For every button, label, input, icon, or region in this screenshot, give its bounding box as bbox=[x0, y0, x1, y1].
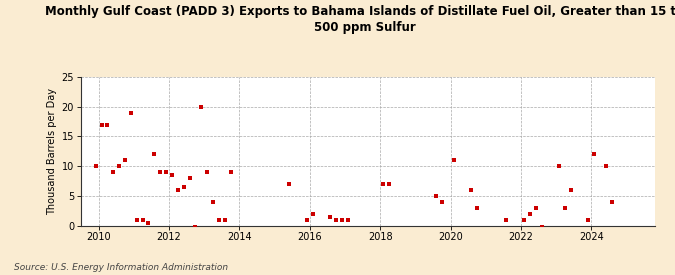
Point bbox=[119, 158, 130, 162]
Point bbox=[431, 194, 441, 198]
Point bbox=[383, 182, 394, 186]
Point bbox=[178, 185, 189, 189]
Point bbox=[331, 217, 342, 222]
Point bbox=[560, 205, 570, 210]
Point bbox=[213, 217, 224, 222]
Text: Monthly Gulf Coast (PADD 3) Exports to Bahama Islands of Distillate Fuel Oil, Gr: Monthly Gulf Coast (PADD 3) Exports to B… bbox=[45, 6, 675, 34]
Point bbox=[96, 122, 107, 127]
Point bbox=[126, 111, 136, 115]
Point bbox=[196, 104, 207, 109]
Point bbox=[589, 152, 599, 156]
Point bbox=[302, 217, 313, 222]
Y-axis label: Thousand Barrels per Day: Thousand Barrels per Day bbox=[47, 88, 57, 215]
Point bbox=[208, 200, 219, 204]
Point bbox=[501, 217, 512, 222]
Point bbox=[202, 170, 213, 174]
Point bbox=[448, 158, 459, 162]
Point bbox=[137, 217, 148, 222]
Point bbox=[307, 211, 318, 216]
Text: Source: U.S. Energy Information Administration: Source: U.S. Energy Information Administ… bbox=[14, 263, 227, 272]
Point bbox=[337, 217, 348, 222]
Point bbox=[284, 182, 295, 186]
Point bbox=[554, 164, 564, 168]
Point bbox=[437, 200, 448, 204]
Point bbox=[378, 182, 389, 186]
Point bbox=[113, 164, 124, 168]
Point bbox=[325, 214, 335, 219]
Point bbox=[172, 188, 183, 192]
Point bbox=[518, 217, 529, 222]
Point bbox=[601, 164, 612, 168]
Point bbox=[184, 176, 195, 180]
Point bbox=[466, 188, 477, 192]
Point bbox=[143, 220, 154, 225]
Point bbox=[342, 217, 353, 222]
Point bbox=[190, 225, 200, 229]
Point bbox=[155, 170, 165, 174]
Point bbox=[607, 200, 618, 204]
Point bbox=[566, 188, 576, 192]
Point bbox=[90, 164, 101, 168]
Point bbox=[531, 205, 541, 210]
Point bbox=[102, 122, 113, 127]
Point bbox=[108, 170, 119, 174]
Point bbox=[161, 170, 171, 174]
Point bbox=[149, 152, 160, 156]
Point bbox=[225, 170, 236, 174]
Point bbox=[132, 217, 142, 222]
Point bbox=[536, 224, 547, 229]
Point bbox=[524, 211, 535, 216]
Point bbox=[583, 217, 594, 222]
Point bbox=[472, 205, 483, 210]
Point bbox=[219, 217, 230, 222]
Point bbox=[167, 173, 178, 177]
